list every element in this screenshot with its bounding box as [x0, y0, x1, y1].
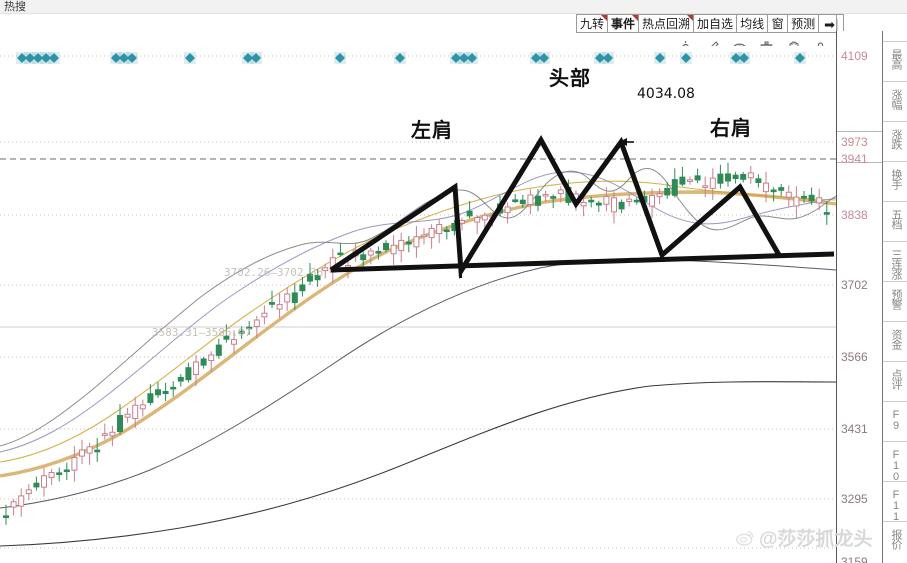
price-tick-3941: 3941: [841, 152, 868, 166]
side-panel-item-6[interactable]: 预警: [890, 289, 902, 309]
side-panel-sep-9: [883, 401, 907, 402]
event-diamond-13: [451, 53, 461, 63]
event-diamond-6: [119, 53, 129, 63]
annotation-left-shoulder: 左肩: [411, 118, 453, 142]
price-tick-3702: 3702: [841, 278, 868, 292]
side-panel-sep-5: [883, 241, 907, 242]
side-panel-sep-7: [883, 321, 907, 322]
side-panel-sep-2: [883, 121, 907, 122]
event-diamond-10: [251, 53, 261, 63]
event-diamond-5: [111, 53, 121, 63]
side-panel-item-8[interactable]: 点评: [890, 369, 902, 389]
event-diamond-7: [127, 53, 137, 63]
event-diamond-23: [739, 53, 749, 63]
event-diamond-9: [243, 53, 253, 63]
toolbar-right-edge: [836, 14, 837, 33]
faded-range-text-1: 3702.26—3702.38: [224, 266, 324, 279]
side-panel-sep-0: [883, 41, 907, 42]
right-side-panel[interactable]: 最高涨幅涨跌换手五档三连涨预警资金点评 F9 F10 F11 报价: [882, 31, 907, 563]
price-tick-3431: 3431: [841, 422, 868, 436]
event-diamond-22: [731, 53, 741, 63]
price-tick-3295: 3295: [841, 492, 868, 506]
side-panel-item-0[interactable]: 最高: [890, 49, 902, 69]
side-panel-item-2[interactable]: 涨跌: [890, 129, 902, 149]
side-panel-sep-11: [883, 481, 907, 482]
price-tick-3566: 3566: [841, 350, 868, 364]
side-panel-item-12[interactable]: 报价: [890, 529, 902, 549]
price-tick-3973: 3973: [841, 135, 868, 149]
side-panel-item-10[interactable]: F10: [890, 449, 902, 482]
title-bar: 热搜: [0, 0, 907, 14]
toolbar-button-5[interactable]: 窗: [768, 14, 789, 33]
toolbar-button-2[interactable]: 热点回溯: [639, 14, 695, 33]
event-diamond-20: [655, 53, 665, 63]
event-diamond-14: [459, 53, 469, 63]
side-panel-sep-4: [883, 201, 907, 202]
event-diamond-17: [539, 53, 549, 63]
toolbar-button-6[interactable]: 预测: [788, 14, 820, 33]
event-diamond-8: [185, 53, 195, 63]
annotation-head: 头部: [549, 66, 591, 90]
side-panel-sep-10: [883, 441, 907, 442]
event-diamond-3: [41, 53, 51, 63]
event-diamond-18: [595, 53, 605, 63]
event-diamond-21: [681, 53, 691, 63]
toolbar-button-4[interactable]: 均线: [737, 14, 769, 33]
side-panel-item-3[interactable]: 换手: [890, 169, 902, 189]
toolbar-button-7[interactable]: ➡|: [819, 14, 845, 33]
price-tick-4109: 4109: [841, 49, 868, 63]
side-panel-item-5[interactable]: 三连涨: [890, 249, 902, 279]
side-panel-sep-12: [883, 521, 907, 522]
event-diamond-12: [395, 53, 405, 63]
price-tick-3838: 3838: [841, 208, 868, 222]
event-diamond-11: [335, 53, 345, 63]
axis-box-top: [837, 131, 883, 132]
side-panel-item-4[interactable]: 五档: [890, 209, 902, 229]
event-diamond-15: [467, 53, 477, 63]
price-tick-3159: 3159: [841, 555, 868, 563]
hot-search-label: 热搜: [4, 1, 26, 13]
event-diamond-4: [49, 53, 59, 63]
annotation-right-shoulder: 右肩: [710, 116, 752, 140]
axis-box-bottom: [837, 162, 883, 163]
side-panel-sep-6: [883, 281, 907, 282]
chart-toolbar: 九转 事件 热点回溯 加自选 均线窗预测 ➡|: [576, 14, 845, 33]
side-panel-item-11[interactable]: F11: [890, 489, 902, 522]
side-panel-item-9[interactable]: F9: [890, 409, 902, 431]
event-diamond-0: [17, 53, 27, 63]
toolbar-button-1[interactable]: 事件: [608, 14, 640, 33]
side-panel-sep-8: [883, 361, 907, 362]
side-panel-sep-3: [883, 161, 907, 162]
price-axis[interactable]: 4109 3973 3941 3838 3702 3566 3431 3295 3159: [836, 31, 883, 563]
event-diamond-16: [531, 53, 541, 63]
event-diamond-2: [33, 53, 43, 63]
side-panel-item-1[interactable]: 涨幅: [890, 89, 902, 109]
chart-plot-area[interactable]: [0, 46, 836, 558]
faded-range-text-2: 3583.31—3586.97: [152, 326, 252, 339]
event-diamond-19: [603, 53, 613, 63]
event-diamond-24: [795, 53, 805, 63]
side-panel-sep-1: [883, 81, 907, 82]
annotation-head-price: 4034.08: [637, 86, 695, 102]
toolbar-button-0[interactable]: 九转: [577, 14, 609, 33]
event-diamond-1: [25, 53, 35, 63]
side-panel-item-7[interactable]: 资金: [890, 329, 902, 349]
toolbar-button-3[interactable]: 加自选: [694, 14, 738, 33]
